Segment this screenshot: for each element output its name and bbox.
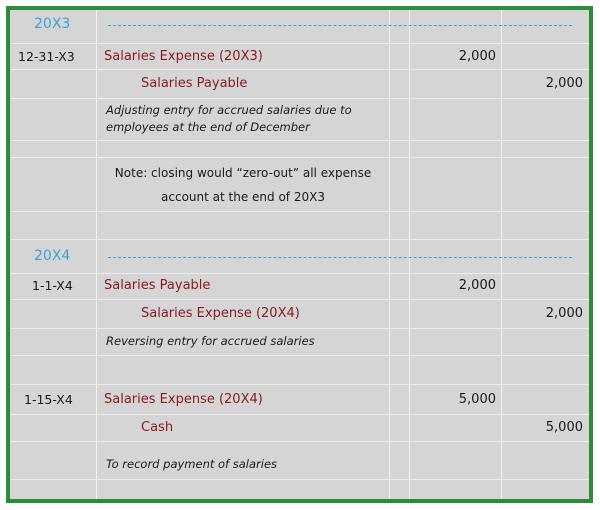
closing-note: account at the end of 20X3 xyxy=(161,190,325,204)
column-divider xyxy=(409,10,410,499)
row-divider xyxy=(10,328,589,329)
row-divider xyxy=(10,140,589,141)
credit-amount: 2,000 xyxy=(545,306,583,321)
entry-date: 1-1-X4 xyxy=(32,278,73,293)
entry-description: Adjusting entry for accrued salaries due… xyxy=(106,103,352,117)
debit-account: Salaries Expense (20X4) xyxy=(104,392,263,407)
column-divider xyxy=(501,10,502,499)
entry-date: 1-15-X4 xyxy=(24,392,73,407)
row-divider xyxy=(10,441,589,442)
closing-note: Note: closing would “zero-out” all expen… xyxy=(114,166,372,180)
row-divider xyxy=(10,43,589,44)
row-divider xyxy=(10,69,589,70)
section-divider xyxy=(108,25,572,26)
row-divider xyxy=(10,273,589,274)
entry-description: Reversing entry for accrued salaries xyxy=(106,334,315,348)
section-year: 20X4 xyxy=(34,248,71,264)
column-divider xyxy=(96,10,97,499)
row-divider xyxy=(10,157,589,158)
entry-description: To record payment of salaries xyxy=(106,457,278,471)
credit-account: Salaries Expense (20X4) xyxy=(141,306,300,321)
row-divider xyxy=(10,414,589,415)
row-divider xyxy=(10,479,589,480)
debit-account: Salaries Expense (20X3) xyxy=(104,49,263,64)
row-divider xyxy=(10,299,589,300)
row-divider xyxy=(10,384,589,385)
row-divider xyxy=(10,98,589,99)
section-divider xyxy=(108,257,572,258)
debit-amount: 2,000 xyxy=(458,49,496,64)
entry-description: employees at the end of December xyxy=(106,120,310,134)
row-divider xyxy=(10,239,589,240)
credit-amount: 2,000 xyxy=(545,76,583,91)
row-divider xyxy=(10,355,589,356)
debit-amount: 2,000 xyxy=(458,278,496,293)
credit-account: Salaries Payable xyxy=(141,76,248,91)
credit-account: Cash xyxy=(141,420,174,435)
column-divider xyxy=(389,10,390,499)
credit-amount: 5,000 xyxy=(545,420,583,435)
entry-date: 12-31-X3 xyxy=(18,49,75,64)
row-divider xyxy=(10,211,589,212)
debit-account: Salaries Payable xyxy=(104,278,211,293)
debit-amount: 5,000 xyxy=(458,392,496,407)
section-year: 20X3 xyxy=(34,16,71,32)
journal-table: 20X3 12-31-X3 Salaries Expense (20X3) 2,… xyxy=(6,6,593,503)
